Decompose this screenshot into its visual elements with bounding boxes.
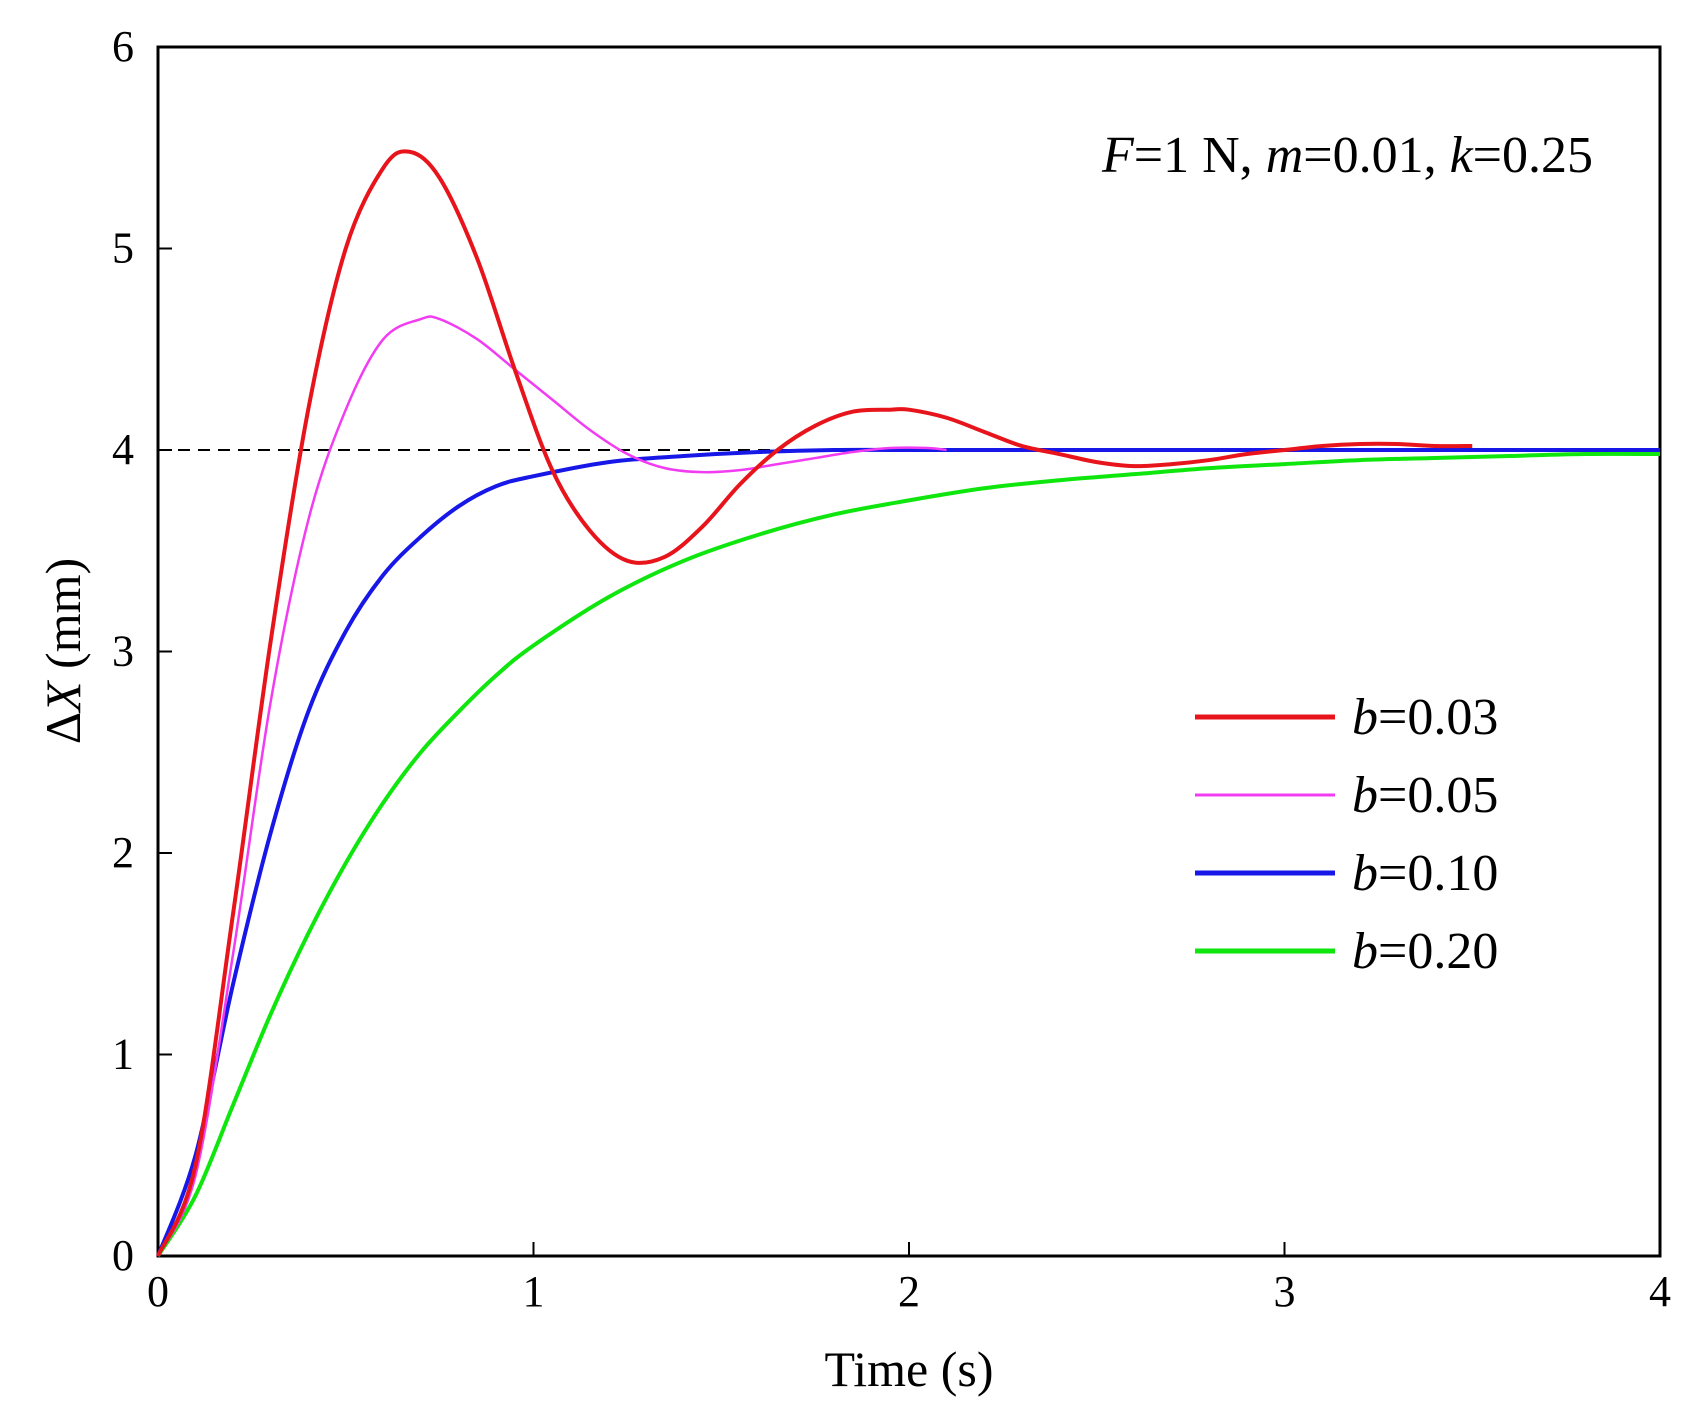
y-tick-label: 5	[112, 224, 134, 273]
x-tick-label: 1	[523, 1267, 545, 1316]
y-tick-label: 3	[112, 627, 134, 676]
legend: b=0.03 b=0.05 b=0.10 b=0.20	[1195, 689, 1498, 980]
y-axis-title-var: X	[35, 679, 91, 714]
series-line-b=0.10	[156, 447, 1660, 1257]
annot-part: F	[1101, 127, 1135, 184]
y-axis-title: ΔX (mm)	[35, 558, 91, 744]
y-tick-label: 0	[112, 1231, 134, 1280]
annot-part: =1 N,	[1134, 127, 1266, 184]
series-group	[156, 149, 1661, 1258]
y-tick-label: 4	[112, 425, 134, 474]
series-line-b=0.03	[156, 149, 1473, 1257]
plot-frame	[156, 45, 1662, 1258]
axis-ticks	[157, 46, 1661, 1257]
tick-labels: 0 1 2 3 4 0 1 2 3 4 5 6	[112, 22, 1671, 1316]
annot-part: k	[1450, 127, 1474, 184]
legend-label: b=0.10	[1352, 845, 1498, 902]
series-line-b=0.20	[156, 451, 1661, 1258]
x-tick-label: 2	[898, 1267, 920, 1316]
series-line-b=0.05	[156, 315, 947, 1257]
annot-part: =0.01,	[1303, 127, 1449, 184]
x-tick-label: 3	[1274, 1267, 1296, 1316]
x-axis-title: Time (s)	[824, 1341, 993, 1397]
legend-label: b=0.05	[1352, 767, 1498, 824]
y-tick-label: 2	[112, 828, 134, 877]
y-tick-label: 1	[112, 1030, 134, 1079]
parameter-annotation: F=1 N, m=0.01, k=0.25	[1101, 127, 1593, 184]
annot-part: m	[1266, 127, 1304, 184]
x-tick-label: 0	[147, 1267, 169, 1316]
y-tick-label: 6	[112, 22, 134, 71]
legend-label: b=0.20	[1352, 923, 1498, 980]
legend-label: b=0.03	[1352, 689, 1498, 746]
x-tick-label: 4	[1649, 1267, 1671, 1316]
y-axis-title-prefix: Δ	[35, 712, 91, 744]
annot-part: =0.25	[1473, 127, 1593, 184]
y-axis-title-suffix: (mm)	[35, 558, 91, 682]
